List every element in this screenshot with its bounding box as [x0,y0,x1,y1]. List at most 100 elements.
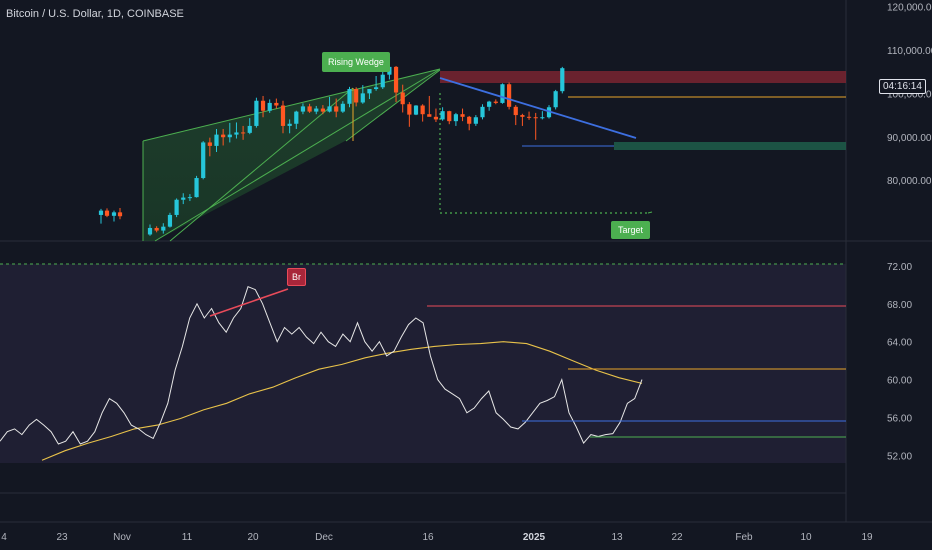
candle [354,87,359,107]
candle [400,84,405,113]
candle [327,96,332,113]
rsi-tick-label: 56.00 [887,414,912,425]
rsi-ma-line [41,341,643,461]
candle [367,89,372,100]
candle [520,113,525,126]
price-tick-label: 120,000.00 [887,3,932,14]
time-tick-label: 23 [56,532,68,543]
rising-wedge-label: Rising Wedge [322,52,390,72]
candle [460,108,465,122]
time-tick-label: 19 [861,532,873,543]
candle [500,83,505,104]
candle [227,122,232,143]
price-tick-label: 110,000.00 [887,46,932,57]
candle [374,75,379,91]
rsi-line [0,286,643,445]
candle [334,98,339,118]
candle [540,111,545,120]
rsi-tick-label: 72.00 [887,262,912,273]
candle [221,128,226,146]
rsi-tick-label: 68.00 [887,300,912,311]
rsi-axis: 72.00 68.00 64.00 60.00 56.00 52.00 [887,262,912,463]
support-zone [614,142,846,150]
time-tick-label: 13 [611,532,623,543]
candle [161,223,166,234]
time-tick-label: 2025 [523,532,546,543]
candle [104,208,110,218]
rsi-tick-label: 60.00 [887,376,912,387]
candle [201,141,206,180]
candle [467,115,472,131]
candle [407,102,412,127]
candle [267,99,272,113]
candle [480,104,485,120]
candle [241,125,246,140]
target-arrow [647,211,653,214]
price-tick-label: 80,000.00 [887,176,932,187]
candle [447,110,452,125]
candle [314,105,319,115]
candle [260,95,266,118]
candle [98,208,104,224]
rsi-tick-label: 64.00 [887,338,912,349]
candle [207,137,212,157]
candle [433,108,439,123]
time-tick-label: Nov [113,532,131,543]
bearish-divergence-label: Br [287,268,306,286]
candle [560,66,565,94]
candle [487,100,492,111]
candle [513,105,518,126]
target-projection [439,93,648,214]
candle [234,122,239,139]
candle [111,210,117,222]
candle [247,118,252,135]
price-axis: 120,000.00 110,000.00 100,000.00 90,000.00 8… [887,3,932,188]
rising-wedge-fill [143,69,440,241]
wedge-lower-line [154,68,441,242]
candle [347,86,352,108]
time-tick-label: 22 [671,532,683,543]
rsi-panel-background [0,264,846,463]
candle [181,193,186,205]
candle [440,107,445,121]
candle [117,207,123,220]
bearish-divergence-line [209,288,289,317]
candle [280,100,286,134]
candle [167,212,173,228]
wedge-inner-line-2 [345,69,441,142]
chart-title: Bitcoin / U.S. Dollar, 1D, COINBASE [6,8,184,20]
candle [187,194,192,202]
wedge-upper-line [142,68,441,142]
time-tick-label: 11 [182,532,193,543]
target-label: Target [611,221,651,239]
time-tick-label: 20 [247,532,259,543]
candle [300,103,306,115]
time-tick-label: Dec [315,532,333,543]
time-tick-label: 10 [800,532,812,543]
candle [254,97,259,128]
candle [214,128,219,152]
candle [174,198,179,218]
candle [493,99,498,105]
time-tick-label: 4 [1,532,7,543]
price-tick-label: 100,000.00 [887,89,932,100]
time-axis: 4 23 Nov 11 20 Dec 16 2025 13 22 Feb 10 19 [1,532,873,543]
candle [507,82,512,110]
candle [154,226,159,233]
candle [360,85,365,104]
rsi-tick-label: 52.00 [887,451,912,462]
candle [553,89,558,110]
candles [98,57,565,236]
candle [453,112,458,126]
countdown-label: 04:16:14 [879,79,926,94]
candle [340,101,345,113]
resistance-zone [440,71,846,83]
candle [473,115,478,126]
candle [393,66,399,103]
price-tick-label: 90,000.00 [887,133,932,144]
descending-trendline [439,77,637,139]
candle [427,95,432,117]
candle [287,119,292,134]
candle [533,112,538,140]
